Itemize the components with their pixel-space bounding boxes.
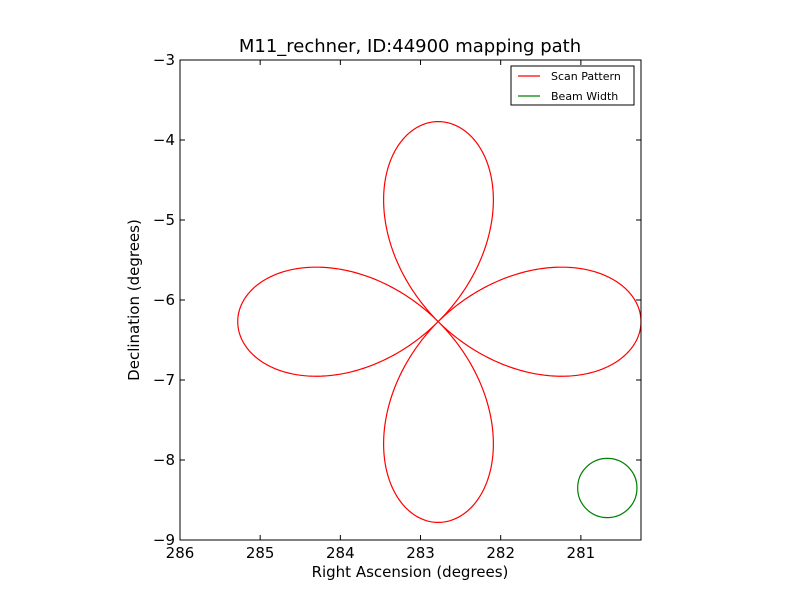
x-tick-label: 282 [486, 544, 515, 562]
y-tick-label: −4 [153, 131, 175, 149]
y-tick-label: −9 [153, 531, 175, 549]
x-tick-label: 285 [246, 544, 275, 562]
legend-box [510, 65, 635, 106]
y-tick-label: −5 [153, 211, 175, 229]
y-axis: −9 −8 −7 −6 −5 −4 −3 [153, 51, 641, 549]
x-tick-label: 281 [567, 544, 596, 562]
plot-series [237, 120, 641, 524]
scan-pattern-line [237, 120, 641, 524]
beam-width-circle [577, 457, 638, 519]
x-tick-label: 283 [406, 544, 435, 562]
legend-label-scan-pattern: Scan Pattern [551, 70, 621, 83]
legend: Scan Pattern Beam Width [510, 65, 635, 106]
chart-title: M11_rechner, ID:44900 mapping path [239, 36, 581, 57]
y-tick-label: −3 [153, 51, 175, 69]
y-axis-label: Declination (degrees) [125, 219, 143, 381]
x-axis-label: Right Ascension (degrees) [312, 563, 509, 581]
y-tick-label: −7 [153, 371, 175, 389]
x-tick-label: 286 [166, 544, 195, 562]
x-axis: 286 285 284 283 282 281 [166, 60, 596, 562]
y-tick-label: −8 [153, 451, 175, 469]
x-tick-label: 284 [326, 544, 355, 562]
legend-label-beam-width: Beam Width [551, 90, 618, 103]
y-tick-label: −6 [153, 291, 175, 309]
